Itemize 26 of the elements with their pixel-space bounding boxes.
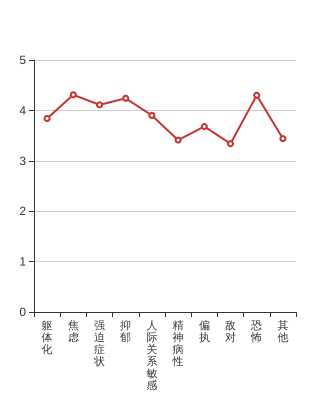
point <box>44 114 51 122</box>
x-tick-label: 偏执 <box>198 320 210 344</box>
y-tick-label: 1 <box>19 254 26 269</box>
point <box>200 123 208 130</box>
point <box>227 140 234 148</box>
point <box>148 112 156 119</box>
point <box>253 92 260 99</box>
x-tick-label: 焦虑 <box>68 320 79 344</box>
y-tick-label: 5 <box>19 53 26 67</box>
x-tick-label: 人际关系敏感 <box>146 320 158 392</box>
x-tick-label: 精神病性 <box>172 320 184 368</box>
x-tick-label: 强迫症状 <box>93 320 105 368</box>
x-tick-label: 抑郁 <box>120 320 132 344</box>
point <box>279 135 286 142</box>
y-tick-label: 2 <box>19 204 26 218</box>
point <box>70 91 77 98</box>
x-tick-label: 恐怖 <box>250 320 262 344</box>
x-tick-label: 其他 <box>277 319 288 344</box>
y-tick-label: 4 <box>19 103 26 118</box>
x-tick-label: 躯体化 <box>42 320 53 356</box>
point <box>174 136 182 144</box>
y-tick-label: 3 <box>19 154 26 168</box>
x-tick-label: 敌对 <box>225 320 236 344</box>
point <box>96 101 103 108</box>
y-tick-label: 0 <box>19 305 26 319</box>
point <box>122 94 130 102</box>
